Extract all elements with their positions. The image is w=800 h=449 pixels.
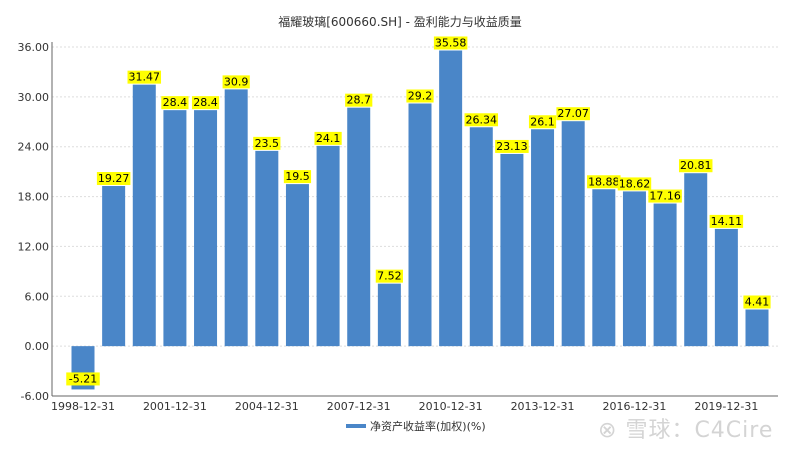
data-label-bg	[66, 372, 100, 386]
data-label: 28.7	[346, 94, 371, 107]
data-label: 23.5	[255, 137, 280, 150]
data-label-bg	[314, 131, 342, 145]
bar[interactable]	[745, 309, 769, 347]
x-tick-label: 2016-12-31	[602, 400, 666, 413]
data-label: 24.1	[316, 132, 341, 145]
data-label-bg	[556, 107, 590, 121]
bar[interactable]	[132, 84, 156, 347]
data-label: 7.52	[377, 270, 402, 283]
data-label-bg	[191, 96, 220, 110]
bar[interactable]	[224, 89, 248, 347]
legend-label: 净资产收益率(加权)(%)	[370, 420, 486, 433]
bar[interactable]	[377, 283, 401, 347]
data-label: 31.47	[129, 71, 161, 84]
chart-title: 福耀玻璃[600660.SH] - 盈利能力与收益质量	[278, 15, 522, 29]
data-label-bg	[345, 93, 373, 107]
data-label: 19.5	[285, 170, 310, 183]
y-tick-label: 6.00	[25, 290, 50, 303]
data-label-bg	[709, 214, 744, 228]
bar[interactable]	[531, 129, 555, 347]
bar[interactable]	[163, 110, 187, 347]
data-label: 20.81	[680, 159, 712, 172]
data-label: 30.9	[224, 75, 249, 88]
data-label-bg	[464, 113, 499, 127]
data-label-bg	[127, 70, 162, 84]
y-tick-label: 30.00	[18, 91, 50, 104]
data-label: 29.2	[408, 90, 433, 103]
x-tick-label: 2019-12-31	[694, 400, 758, 413]
y-tick-label: 24.00	[18, 141, 50, 154]
data-label: 26.34	[466, 113, 498, 126]
data-label-bg	[406, 89, 434, 103]
bar[interactable]	[316, 145, 340, 347]
data-label-bg	[161, 96, 189, 110]
data-label-bg	[587, 175, 621, 189]
data-label-bg	[433, 36, 468, 50]
data-label: 4.41	[745, 295, 770, 308]
legend-swatch	[346, 424, 366, 428]
data-label: 18.62	[619, 177, 651, 190]
y-tick-label: 12.00	[18, 240, 50, 253]
watermark-text: 雪球：C4Cire	[625, 418, 774, 443]
data-label: 14.11	[711, 215, 743, 228]
data-label: 19.27	[98, 172, 130, 185]
bar[interactable]	[255, 150, 279, 347]
bar[interactable]	[439, 50, 463, 347]
data-label: 28.4	[163, 96, 188, 109]
bar[interactable]	[102, 186, 126, 347]
bar[interactable]	[285, 184, 309, 347]
x-tick-label: 2001-12-31	[143, 400, 207, 413]
x-tick-label: 2007-12-31	[327, 400, 391, 413]
bar[interactable]	[561, 121, 585, 347]
x-tick-label: 2010-12-31	[419, 400, 483, 413]
bar[interactable]	[653, 203, 677, 347]
data-label: 28.4	[193, 96, 218, 109]
watermark: ⊗ 雪球：C4Cire	[598, 418, 774, 443]
data-label: 23.13	[496, 140, 528, 153]
bar[interactable]	[714, 228, 738, 347]
bar[interactable]	[622, 191, 646, 347]
y-tick-label: -6.00	[21, 390, 49, 403]
x-tick-label: 2004-12-31	[235, 400, 299, 413]
data-label: 27.07	[557, 107, 589, 120]
bar[interactable]	[469, 127, 493, 347]
data-label-bg	[283, 170, 312, 184]
x-tick-label: 1998-12-31	[51, 400, 115, 413]
bar[interactable]	[592, 189, 616, 347]
bar[interactable]	[500, 153, 524, 347]
data-label-bg	[495, 139, 529, 153]
bar[interactable]	[194, 110, 218, 347]
x-tick-label: 2013-12-31	[511, 400, 575, 413]
data-label-bg	[96, 172, 131, 186]
data-label-bg	[375, 269, 403, 283]
bar[interactable]	[408, 103, 432, 347]
data-label: 26.1	[530, 115, 555, 128]
data-label-bg	[743, 295, 771, 309]
data-label-bg	[648, 189, 682, 203]
data-label: -5.21	[69, 372, 97, 385]
data-label-bg	[528, 115, 557, 129]
bar[interactable]	[684, 173, 708, 347]
legend[interactable]: 净资产收益率(加权)(%)	[346, 418, 486, 434]
y-tick-label: 0.00	[25, 340, 50, 353]
bar[interactable]	[347, 107, 371, 347]
data-label-bg	[222, 75, 250, 89]
data-label: 18.88	[588, 175, 620, 188]
y-tick-label: 36.00	[18, 41, 50, 54]
data-label: 17.16	[649, 190, 681, 203]
y-tick-label: 18.00	[18, 191, 50, 204]
data-label-bg	[253, 136, 281, 150]
data-label: 35.58	[435, 36, 467, 49]
data-label-bg	[617, 177, 652, 191]
data-label-bg	[678, 159, 713, 173]
